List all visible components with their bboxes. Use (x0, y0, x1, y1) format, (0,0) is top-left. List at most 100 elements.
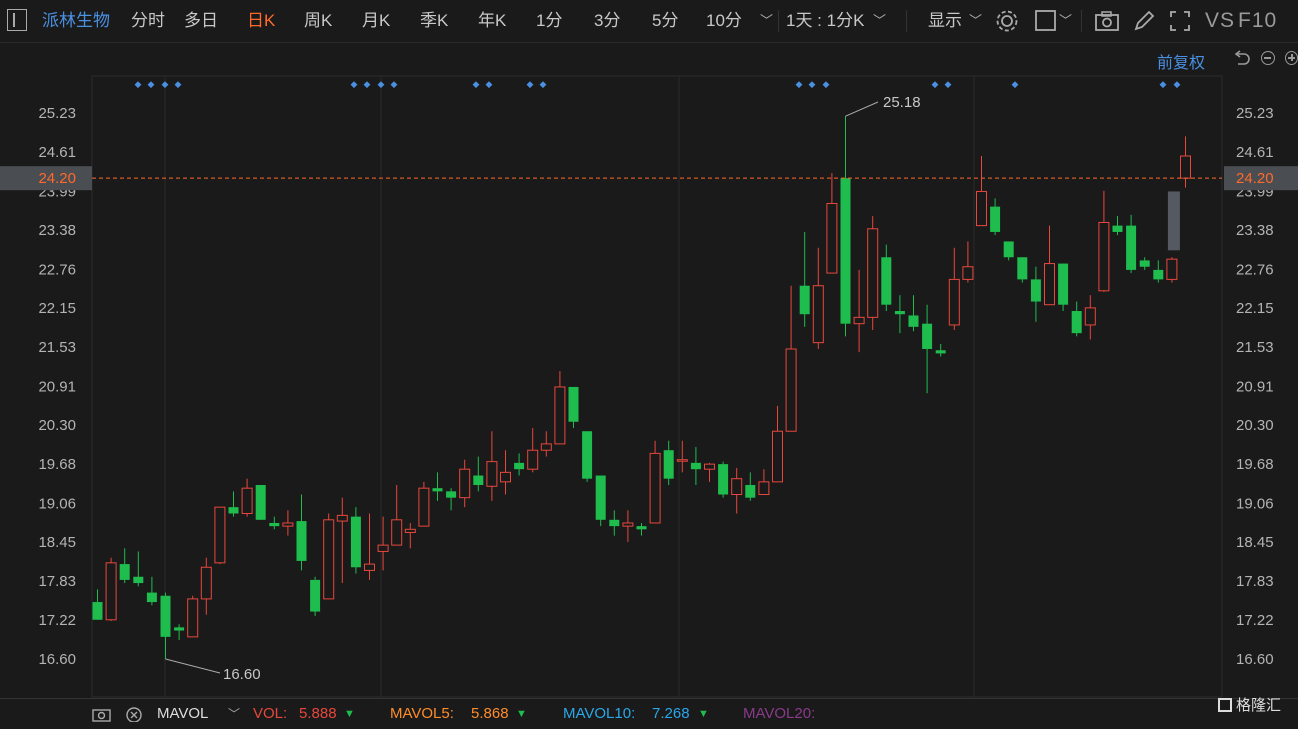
candle-body-down (269, 522, 280, 527)
camera-icon[interactable] (1094, 9, 1120, 33)
event-marker: ◆ (823, 79, 830, 89)
candle-body-down (473, 475, 484, 486)
candle-body-up (853, 316, 865, 325)
tab-3min[interactable]: 3分 (594, 11, 621, 30)
panel-toggle-icon[interactable] (7, 9, 27, 31)
candle-body-down (799, 285, 810, 315)
candle-body-up (772, 430, 783, 483)
tab-year-k[interactable]: 年K (478, 11, 507, 30)
camera-small-icon[interactable] (92, 706, 112, 722)
candle-body-up (962, 266, 974, 280)
pencil-icon[interactable] (1132, 9, 1156, 33)
indicator-chevron-icon[interactable]: ﹀ (228, 707, 241, 721)
right-axis-tick: 20.91 (1236, 378, 1274, 395)
checkbox-icon[interactable] (1034, 9, 1058, 33)
candle-body-down (1058, 263, 1069, 305)
low-leader-line (165, 658, 221, 674)
right-axis-tick: 22.15 (1236, 300, 1274, 317)
event-marker: ◆ (1012, 79, 1019, 89)
f10-button[interactable]: F10 (1238, 9, 1278, 32)
mavol5-label: MAVOL5: (390, 705, 454, 722)
candle-body-up (554, 386, 566, 445)
candle-body-down (595, 475, 606, 520)
left-axis-tick: 18.45 (38, 534, 76, 551)
right-axis-tick: 20.30 (1236, 417, 1274, 434)
left-axis-tick: 24.61 (38, 144, 76, 161)
tab-month-k[interactable]: 月K (362, 11, 391, 30)
event-marker: ◆ (796, 79, 803, 89)
event-marker: ◆ (162, 79, 169, 89)
close-circle-icon[interactable] (125, 706, 143, 722)
period-more-chevron-icon[interactable]: ﹀ (760, 13, 774, 28)
candle-body-up (1044, 263, 1055, 306)
candle-body-down (1139, 260, 1150, 267)
event-marker: ◆ (135, 79, 142, 89)
tab-5min[interactable]: 5分 (652, 11, 679, 30)
candle-body-down (1153, 269, 1164, 280)
candle-body-down (119, 564, 130, 580)
mavol5-value: 5.868 (471, 705, 509, 722)
left-axis-tick: 16.60 (38, 651, 76, 668)
toolbar: 派林生物 分时 多日 日K 周K 月K 季K 年K 1分 3分 5分 10分 ﹀… (0, 0, 1298, 43)
candle-body-down (568, 386, 579, 422)
mavol10-value: 7.268 (652, 705, 690, 722)
right-axis-tick: 19.06 (1236, 495, 1274, 512)
gear-icon[interactable] (995, 9, 1019, 33)
candle-body-down (310, 579, 321, 612)
tab-week-k[interactable]: 周K (304, 11, 333, 30)
candle-body-up (391, 519, 403, 546)
event-marker: ◆ (1174, 79, 1181, 89)
event-marker: ◆ (527, 79, 534, 89)
event-marker: ◆ (540, 79, 547, 89)
fullscreen-icon[interactable] (1168, 9, 1192, 33)
candle-body-up (364, 563, 375, 571)
indicator-bar: MAVOL ﹀ VOL: 5.888 ▼ MAVOL5: 5.868 ▼ MAV… (0, 698, 1298, 723)
candle-body-down (840, 178, 851, 324)
mavol10-label: MAVOL10: (563, 705, 636, 722)
gelonghui-logo: 格隆汇 (1218, 694, 1294, 718)
indicator-name[interactable]: MAVOL (157, 705, 209, 722)
tab-10min[interactable]: 10分 (706, 11, 742, 30)
tab-duori[interactable]: 多日 (184, 11, 218, 30)
candle-body-down (881, 257, 892, 305)
candle-body-up (486, 461, 498, 487)
high-leader-line (845, 101, 879, 117)
divider (1081, 10, 1082, 32)
left-axis-tick: 20.30 (38, 417, 76, 434)
adjust-mode-button[interactable]: 前复权 (1157, 55, 1206, 72)
tab-quarter-k[interactable]: 季K (420, 11, 449, 30)
candle-body-up (785, 348, 797, 432)
tab-1min[interactable]: 1分 (536, 11, 563, 30)
candle-body-down (718, 464, 729, 495)
combo-period[interactable]: 1天 : 1分K (786, 11, 865, 30)
ghost-bar (1167, 191, 1180, 251)
candle-body-up (377, 544, 389, 552)
tab-fenshi[interactable]: 分时 (131, 11, 165, 30)
zoom-out-icon[interactable] (1261, 51, 1275, 65)
mavol10-down-arrow-icon: ▼ (698, 708, 709, 720)
candle-body-up (1166, 258, 1178, 280)
tab-day-k[interactable]: 日K (247, 11, 276, 30)
vs-button[interactable]: VS (1205, 9, 1236, 32)
stock-name[interactable]: 派林生物 (42, 11, 110, 30)
candlestick-chart[interactable]: ◆ ◆ ◆ ◆ ◆ ◆ ◆ ◆ ◆ ◆ ◆ ◆ ◆ ◆ ◆ ◆ ◆ ◆ ◆ ◆ 25.23 25.23 24.61 24.6… (0, 43, 1298, 698)
event-marker: ◆ (486, 79, 493, 89)
candle-body-down (663, 450, 674, 479)
candle-body-up (404, 528, 416, 533)
layout-chevron-icon[interactable]: ﹀ (1059, 13, 1073, 28)
candle-body-down (133, 576, 144, 584)
candle-body-up (527, 449, 539, 470)
right-axis-tick: 24.61 (1236, 144, 1274, 161)
undo-icon[interactable] (1232, 50, 1252, 68)
candle-body-down (350, 516, 361, 568)
right-axis-tick: 18.45 (1236, 534, 1274, 551)
combo-chevron-icon[interactable]: ﹀ (873, 13, 887, 28)
candle-body-down (446, 491, 457, 498)
candle-body-down (922, 323, 933, 349)
candle-body-down (894, 311, 905, 315)
display-chevron-icon[interactable]: ﹀ (969, 13, 983, 28)
display-dropdown[interactable]: 显示 (928, 11, 962, 30)
candle-body-up (948, 278, 960, 326)
right-axis-tick: 16.60 (1236, 651, 1274, 668)
